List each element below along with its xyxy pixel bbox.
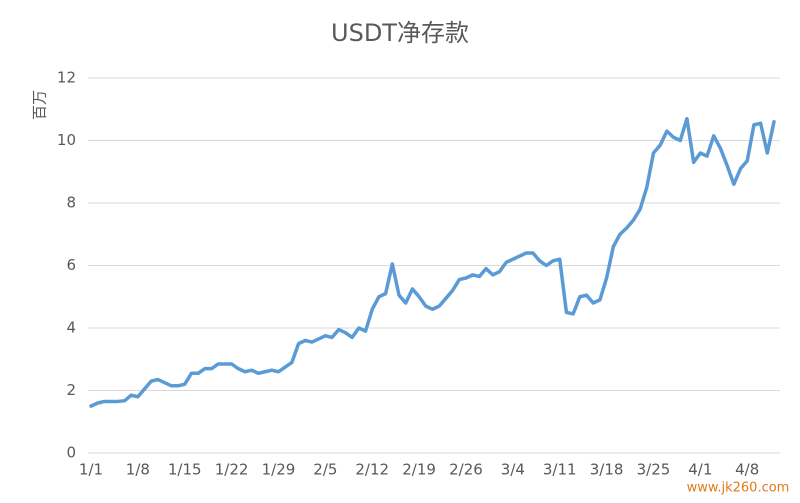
x-tick-label: 2/26 [449,461,483,479]
x-tick-label: 1/8 [126,461,150,479]
x-tick-label: 2/12 [355,461,389,479]
x-tick-label: 3/18 [590,461,624,479]
y-tick-label: 6 [66,256,76,274]
y-tick-label: 2 [66,381,76,399]
x-tick-label: 2/19 [402,461,436,479]
watermark: www.jk260.com [687,481,790,496]
x-tick-label: 4/1 [688,461,712,479]
x-tick-label: 4/8 [735,461,759,479]
x-tick-label: 1/1 [79,461,103,479]
y-tick-label: 12 [57,69,76,87]
x-tick-label: 1/29 [262,461,296,479]
x-tick-label: 3/4 [501,461,525,479]
x-tick-label: 1/22 [215,461,249,479]
x-tick-label: 3/11 [543,461,577,479]
y-tick-label: 4 [66,319,76,337]
x-tick-label: 3/25 [637,461,671,479]
y-axis-label: 百万 [31,90,49,120]
y-tick-label: 0 [66,444,76,462]
chart-title: USDT净存款 [331,19,469,47]
x-tick-label: 1/15 [168,461,202,479]
data-line [89,116,776,408]
y-tick-label: 8 [66,194,76,212]
x-tick-label: 2/5 [313,461,337,479]
y-tick-label: 10 [57,131,76,149]
